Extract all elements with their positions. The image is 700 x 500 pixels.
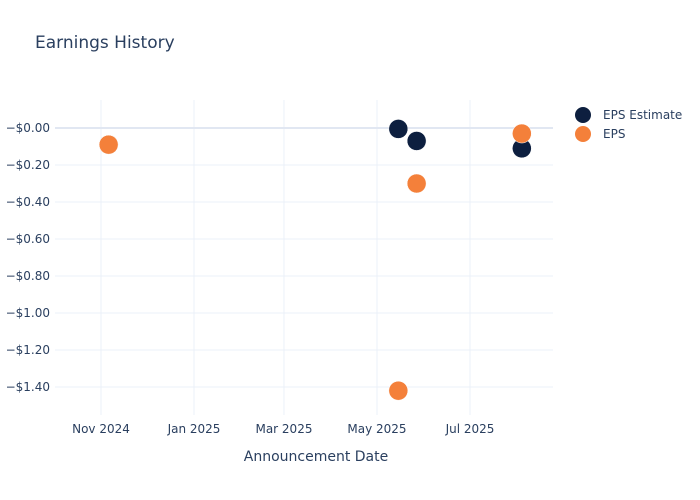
x-axis-title: Announcement Date bbox=[244, 449, 388, 465]
eps-estimate-point bbox=[388, 119, 409, 139]
x-tick-label: Jul 2025 bbox=[445, 422, 495, 436]
x-tick-label: Jan 2025 bbox=[167, 422, 221, 436]
eps-point bbox=[98, 134, 119, 155]
y-tick-label: −$0.40 bbox=[6, 195, 50, 209]
eps-marker-icon bbox=[575, 125, 591, 142]
legend-item-eps[interactable]: EPS bbox=[575, 124, 682, 143]
legend-item-eps-estimate[interactable]: EPS Estimate bbox=[575, 105, 682, 124]
y-tick-label: −$1.40 bbox=[6, 380, 50, 394]
chart-title: Earnings History bbox=[35, 33, 175, 53]
eps-point bbox=[406, 173, 427, 194]
y-tick-label: −$0.60 bbox=[6, 232, 50, 246]
legend-label: EPS bbox=[603, 126, 626, 141]
x-tick-label: May 2025 bbox=[347, 422, 406, 436]
legend-label: EPS Estimate bbox=[603, 107, 683, 122]
eps-estimate-marker-icon bbox=[575, 106, 591, 123]
eps-point bbox=[388, 380, 409, 401]
legend: EPS Estimate EPS bbox=[575, 105, 682, 143]
y-tick-label: −$0.80 bbox=[6, 269, 50, 283]
x-tick-label: Nov 2024 bbox=[72, 422, 130, 436]
y-tick-label: −$0.20 bbox=[6, 158, 50, 172]
y-tick-label: −$1.20 bbox=[6, 343, 50, 357]
y-tick-label: −$1.00 bbox=[6, 306, 50, 320]
y-tick-label: −$0.00 bbox=[6, 121, 50, 135]
eps-point bbox=[512, 123, 532, 144]
eps-estimate-point bbox=[406, 131, 427, 151]
x-tick-label: Mar 2025 bbox=[255, 422, 312, 436]
